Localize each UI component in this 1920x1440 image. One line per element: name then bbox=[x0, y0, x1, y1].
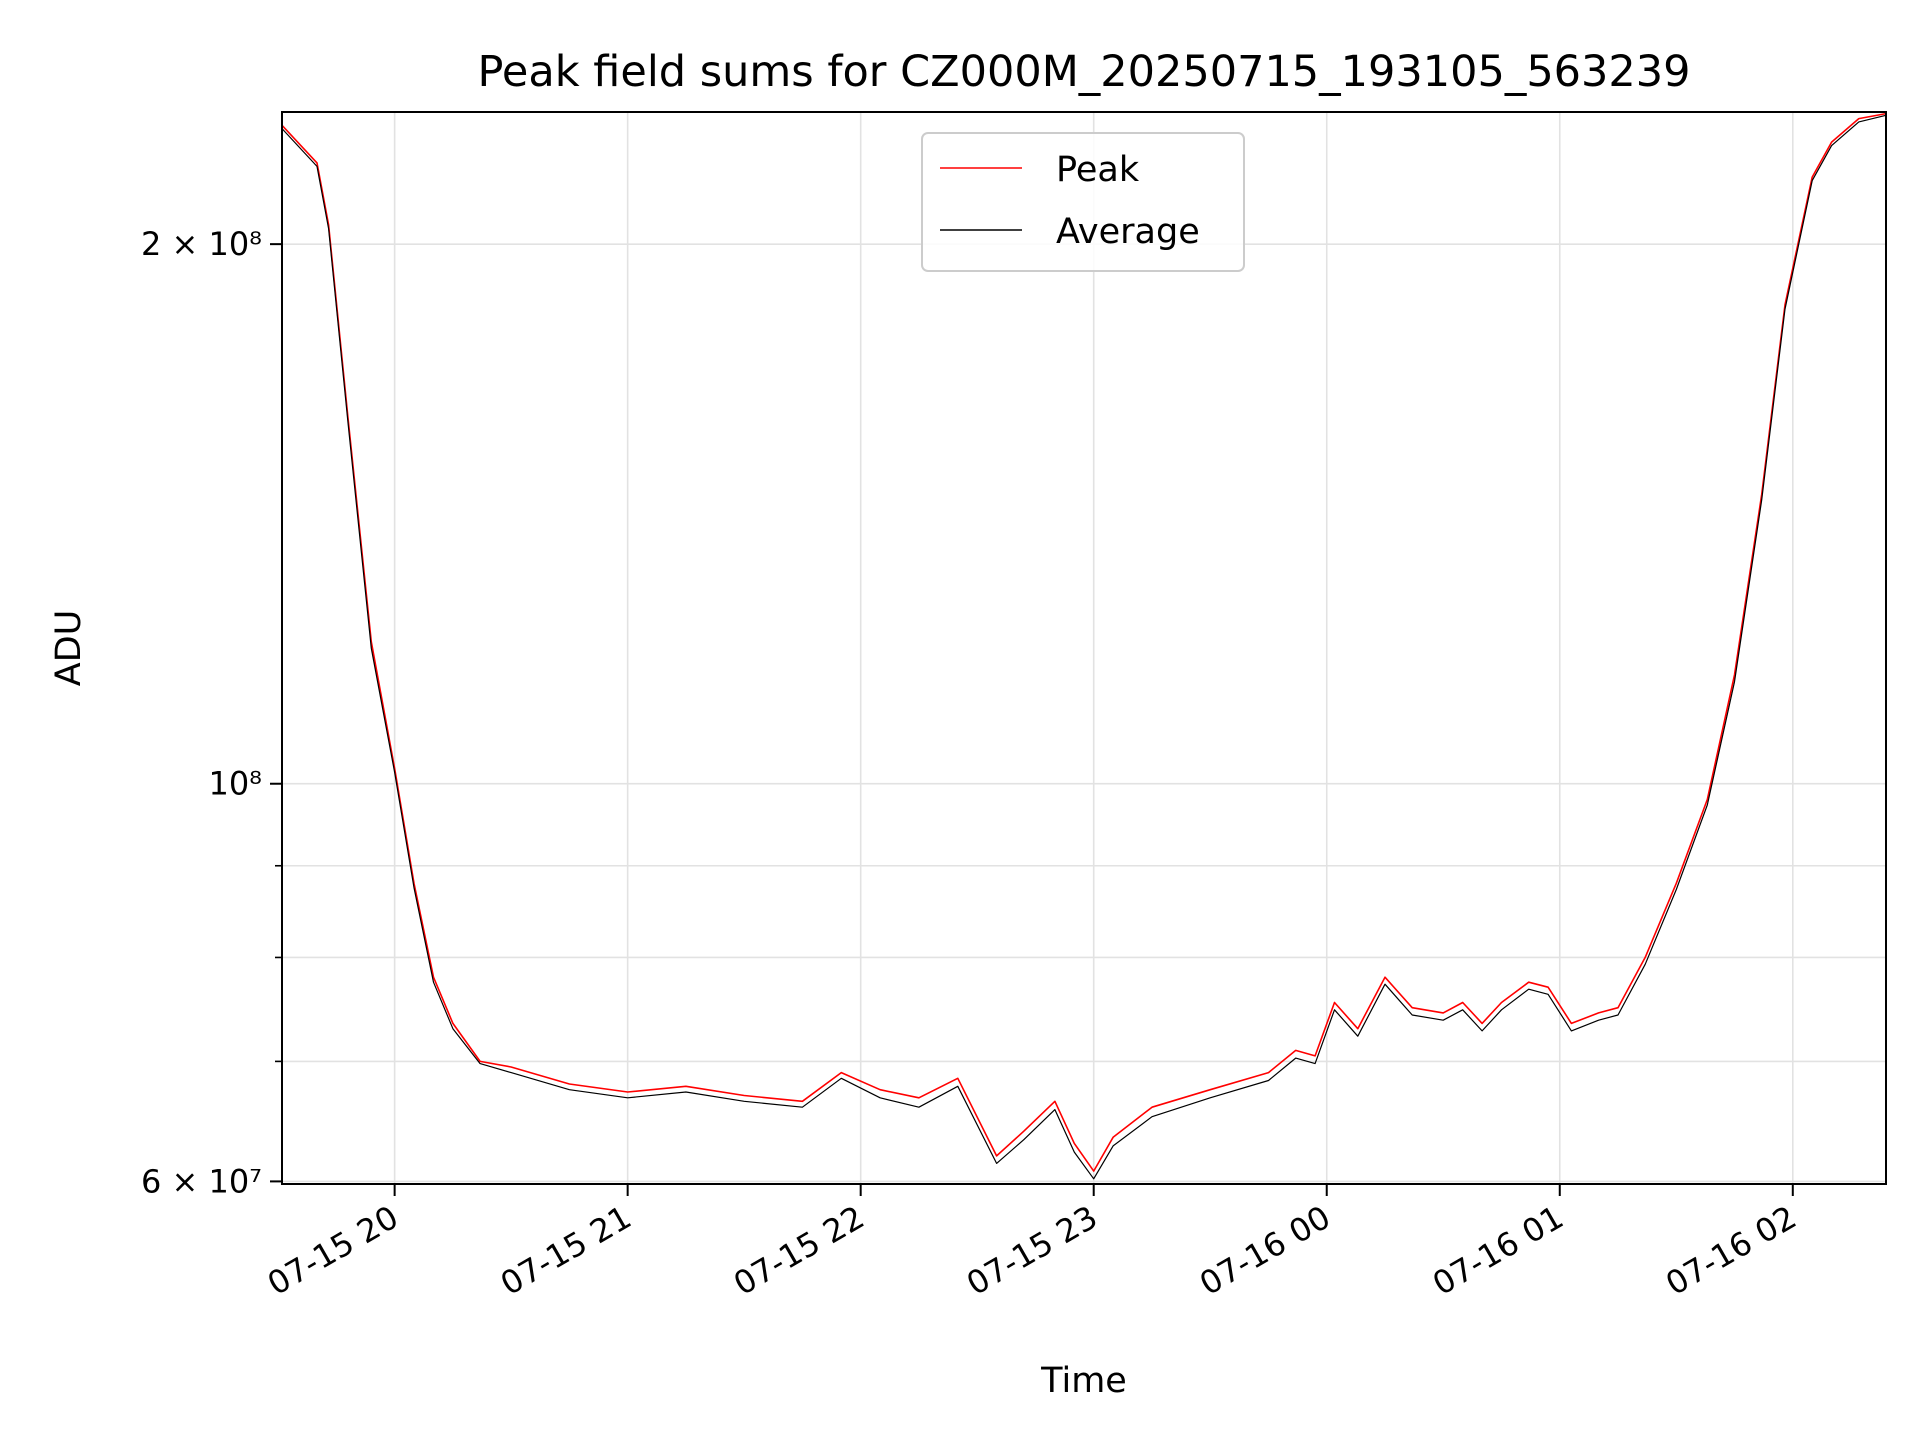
y-axis-label: ADU bbox=[49, 610, 89, 687]
legend: Peak Average bbox=[921, 132, 1245, 272]
series-line-average bbox=[281, 114, 1887, 1180]
series-line-peak bbox=[281, 112, 1887, 1172]
series-layer bbox=[281, 112, 1887, 1180]
plot-area-frame bbox=[281, 111, 1887, 1185]
legend-label-peak: Peak bbox=[1056, 150, 1140, 190]
x-axis-label: Time bbox=[1040, 1361, 1127, 1401]
chart-title: Peak field sums for CZ000M_20250715_1931… bbox=[478, 47, 1691, 97]
y-tick-label: 2 × 10⁸ bbox=[141, 225, 262, 263]
y-tick-label: 6 × 10⁷ bbox=[141, 1162, 262, 1200]
legend-label-average: Average bbox=[1056, 212, 1200, 252]
y-axis: 6 × 10⁷ 10⁸ 2 × 10⁸ bbox=[141, 225, 282, 1200]
y-tick-label: 10⁸ bbox=[208, 765, 262, 803]
